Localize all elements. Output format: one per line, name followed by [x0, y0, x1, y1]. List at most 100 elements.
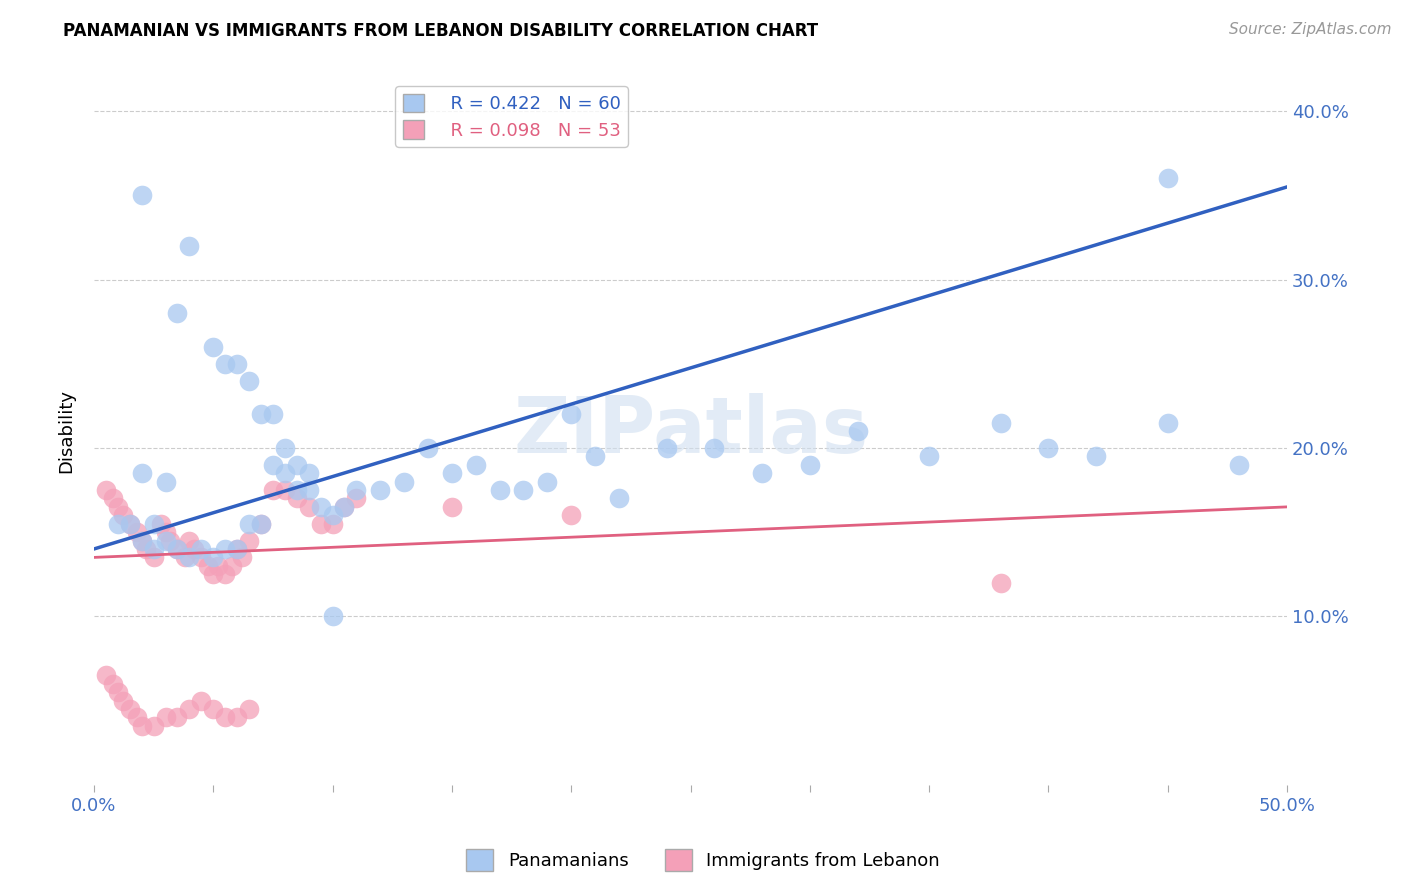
Point — [221, 558, 243, 573]
Text: ZIPatlas: ZIPatlas — [513, 393, 868, 469]
Point — [440, 500, 463, 514]
Text: Source: ZipAtlas.com: Source: ZipAtlas.com — [1229, 22, 1392, 37]
Point — [238, 702, 260, 716]
Point — [197, 558, 219, 573]
Point — [142, 516, 165, 531]
Point — [990, 416, 1012, 430]
Point — [179, 533, 201, 548]
Point — [990, 575, 1012, 590]
Point — [250, 516, 273, 531]
Point — [322, 609, 344, 624]
Point — [107, 516, 129, 531]
Point — [309, 500, 332, 514]
Point — [214, 567, 236, 582]
Point — [101, 491, 124, 506]
Point — [238, 516, 260, 531]
Point — [262, 458, 284, 472]
Point — [159, 533, 181, 548]
Point — [155, 533, 177, 548]
Point — [202, 567, 225, 582]
Point — [131, 533, 153, 548]
Point — [173, 550, 195, 565]
Point — [536, 475, 558, 489]
Point — [1085, 450, 1108, 464]
Point — [111, 693, 134, 707]
Point — [238, 374, 260, 388]
Point — [190, 693, 212, 707]
Point — [166, 710, 188, 724]
Point — [131, 188, 153, 202]
Point — [202, 340, 225, 354]
Point — [226, 541, 249, 556]
Point — [285, 491, 308, 506]
Point — [274, 483, 297, 497]
Point — [274, 441, 297, 455]
Point — [94, 668, 117, 682]
Point — [131, 533, 153, 548]
Point — [368, 483, 391, 497]
Point — [214, 357, 236, 371]
Legend:   R = 0.422   N = 60,   R = 0.098   N = 53: R = 0.422 N = 60, R = 0.098 N = 53 — [395, 87, 627, 147]
Point — [322, 508, 344, 523]
Point — [262, 483, 284, 497]
Point — [238, 533, 260, 548]
Point — [1157, 171, 1180, 186]
Point — [190, 541, 212, 556]
Point — [298, 500, 321, 514]
Point — [322, 516, 344, 531]
Point — [125, 710, 148, 724]
Point — [231, 550, 253, 565]
Point — [125, 525, 148, 540]
Point — [118, 516, 141, 531]
Point — [346, 483, 368, 497]
Point — [107, 500, 129, 514]
Point — [285, 458, 308, 472]
Point — [94, 483, 117, 497]
Point — [142, 550, 165, 565]
Point — [190, 550, 212, 565]
Point — [560, 508, 582, 523]
Point — [214, 541, 236, 556]
Point — [655, 441, 678, 455]
Point — [583, 450, 606, 464]
Point — [440, 466, 463, 480]
Point — [179, 550, 201, 565]
Point — [142, 719, 165, 733]
Point — [202, 550, 225, 565]
Point — [166, 541, 188, 556]
Point — [846, 424, 869, 438]
Point — [333, 500, 356, 514]
Point — [298, 483, 321, 497]
Point — [107, 685, 129, 699]
Point — [1038, 441, 1060, 455]
Point — [1157, 416, 1180, 430]
Point — [560, 407, 582, 421]
Y-axis label: Disability: Disability — [58, 389, 75, 473]
Point — [118, 516, 141, 531]
Point — [149, 516, 172, 531]
Point — [202, 702, 225, 716]
Point — [488, 483, 510, 497]
Point — [250, 407, 273, 421]
Point — [274, 466, 297, 480]
Point — [214, 710, 236, 724]
Point — [179, 702, 201, 716]
Point — [183, 541, 205, 556]
Point — [166, 541, 188, 556]
Point — [131, 719, 153, 733]
Point — [111, 508, 134, 523]
Point — [118, 702, 141, 716]
Point — [226, 710, 249, 724]
Point — [142, 541, 165, 556]
Point — [309, 516, 332, 531]
Point — [918, 450, 941, 464]
Point — [226, 357, 249, 371]
Point — [464, 458, 486, 472]
Point — [799, 458, 821, 472]
Point — [155, 475, 177, 489]
Point — [285, 483, 308, 497]
Point — [751, 466, 773, 480]
Point — [166, 306, 188, 320]
Point — [207, 558, 229, 573]
Point — [703, 441, 725, 455]
